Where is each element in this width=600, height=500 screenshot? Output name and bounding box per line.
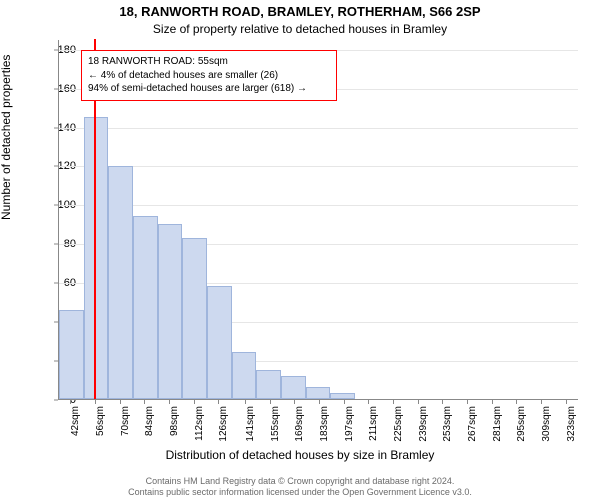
x-tick-mark — [566, 400, 567, 404]
x-tick-label: 84sqm — [144, 406, 155, 450]
x-tick-label: 211sqm — [368, 406, 379, 450]
histogram-bar — [59, 310, 84, 400]
histogram-bar — [330, 393, 355, 399]
histogram-bar — [232, 352, 257, 399]
x-tick-label: 155sqm — [270, 406, 281, 450]
x-tick-mark — [120, 400, 121, 404]
y-axis-label: Number of detached properties — [0, 55, 13, 220]
x-tick-label: 295sqm — [516, 406, 527, 450]
x-tick-mark — [169, 400, 170, 404]
x-tick-label: 56sqm — [95, 406, 106, 450]
histogram-bar — [281, 376, 306, 399]
histogram-bar — [306, 387, 331, 399]
footer-attribution: Contains HM Land Registry data © Crown c… — [0, 476, 600, 499]
x-tick-mark — [344, 400, 345, 404]
x-tick-label: 197sqm — [344, 406, 355, 450]
x-tick-label: 309sqm — [541, 406, 552, 450]
x-tick-label: 225sqm — [393, 406, 404, 450]
x-tick-label: 141sqm — [245, 406, 256, 450]
x-tick-mark — [418, 400, 419, 404]
x-tick-mark — [144, 400, 145, 404]
x-tick-mark — [245, 400, 246, 404]
x-tick-mark — [492, 400, 493, 404]
x-tick-label: 239sqm — [418, 406, 429, 450]
histogram-bar — [133, 216, 158, 399]
annotation-line-3: 94% of semi-detached houses are larger (… — [88, 82, 330, 96]
x-tick-label: 169sqm — [294, 406, 305, 450]
x-tick-label: 42sqm — [70, 406, 81, 450]
x-tick-mark — [294, 400, 295, 404]
footer-line-2: Contains public sector information licen… — [0, 487, 600, 498]
x-tick-mark — [368, 400, 369, 404]
x-tick-mark — [270, 400, 271, 404]
x-tick-label: 267sqm — [467, 406, 478, 450]
x-tick-label: 323sqm — [566, 406, 577, 450]
chart-title-main: 18, RANWORTH ROAD, BRAMLEY, ROTHERHAM, S… — [0, 4, 600, 19]
annotation-box: 18 RANWORTH ROAD: 55sqm ← 4% of detached… — [81, 50, 337, 101]
histogram-bar — [256, 370, 281, 399]
x-tick-label: 126sqm — [218, 406, 229, 450]
x-tick-mark — [218, 400, 219, 404]
histogram-bar — [158, 224, 183, 399]
chart-title-sub: Size of property relative to detached ho… — [0, 22, 600, 36]
x-tick-mark — [95, 400, 96, 404]
x-tick-mark — [319, 400, 320, 404]
histogram-chart: 18, RANWORTH ROAD, BRAMLEY, ROTHERHAM, S… — [0, 0, 600, 500]
x-tick-label: 112sqm — [194, 406, 205, 450]
histogram-bar — [207, 286, 232, 399]
x-tick-mark — [393, 400, 394, 404]
histogram-bar — [182, 238, 207, 400]
x-tick-label: 183sqm — [319, 406, 330, 450]
x-tick-mark — [467, 400, 468, 404]
histogram-bar — [108, 166, 133, 400]
annotation-line-1: 18 RANWORTH ROAD: 55sqm — [88, 55, 330, 69]
x-tick-label: 70sqm — [120, 406, 131, 450]
x-tick-mark — [516, 400, 517, 404]
annotation-line-2: ← 4% of detached houses are smaller (26) — [88, 69, 330, 83]
x-tick-mark — [541, 400, 542, 404]
x-tick-mark — [70, 400, 71, 404]
x-tick-mark — [194, 400, 195, 404]
x-tick-mark — [442, 400, 443, 404]
plot-area: 18 RANWORTH ROAD: 55sqm ← 4% of detached… — [58, 40, 578, 400]
x-tick-label: 98sqm — [169, 406, 180, 450]
x-axis-label: Distribution of detached houses by size … — [0, 448, 600, 462]
footer-line-1: Contains HM Land Registry data © Crown c… — [0, 476, 600, 487]
x-tick-label: 253sqm — [442, 406, 453, 450]
x-tick-label: 281sqm — [492, 406, 503, 450]
